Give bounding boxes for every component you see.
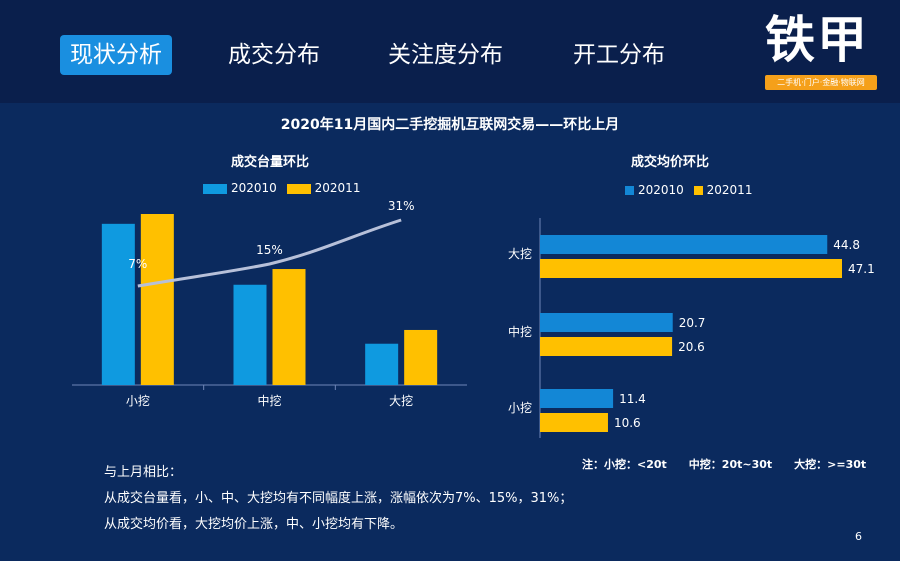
- legend-label-202010: 202010: [231, 181, 277, 195]
- hbar-value-label: 44.8: [833, 238, 860, 252]
- summary-text: 与上月相比： 从成交台量看，小、中、大挖均有不同幅度上涨，涨幅依次为7%、15%…: [104, 460, 572, 538]
- growth-line: [137, 218, 402, 288]
- legend-label-202011: 202011: [314, 181, 361, 195]
- tab-operation-distribution[interactable]: 开工分布: [573, 42, 665, 68]
- summary-line-3: 从成交均价看，大挖均价上涨，中、小挖均有下降。: [104, 517, 404, 532]
- y-tick-label: 小挖: [508, 400, 532, 415]
- top-navigation-bar: 现状分析 成交分布 关注度分布 开工分布 铁甲 二手机·门户·金融·物联网: [0, 0, 900, 103]
- growth-label: 31%: [388, 199, 415, 213]
- legend-swatch-202010: [203, 183, 227, 194]
- hbar-202010-1: [540, 313, 673, 332]
- x-tick-label: 小挖: [126, 393, 150, 408]
- y-tick-label: 中挖: [508, 324, 532, 339]
- right-chart-title: 成交均价环比: [630, 155, 709, 170]
- legend-label-202011-right: 202011: [706, 183, 753, 197]
- left-chart-title: 成交台量环比: [230, 155, 309, 170]
- hbar-value-label: 47.1: [848, 262, 875, 276]
- right-chart-legend: 202010 202011: [625, 183, 758, 197]
- logo-char-2: 甲: [817, 11, 869, 69]
- hbar-value-label: 10.6: [614, 416, 641, 430]
- legend-swatch-202011: [286, 183, 311, 194]
- legend-label-202010-right: 202010: [638, 183, 684, 197]
- note-large: 大挖：>=30t: [794, 458, 867, 471]
- hbar-202011-0: [540, 259, 842, 278]
- bar-202010-0: [101, 223, 135, 385]
- note-medium: 中挖：20t~30t: [688, 458, 773, 471]
- growth-label: 15%: [256, 243, 283, 257]
- hbar-202010-0: [540, 235, 828, 254]
- bar-202010-1: [233, 284, 267, 385]
- bar-202011-2: [404, 329, 438, 385]
- tab-attention-distribution[interactable]: 关注度分布: [388, 42, 503, 68]
- note-small: 注：小挖：<20t: [582, 458, 667, 471]
- x-tick-label: 中挖: [257, 393, 281, 408]
- tonnage-note: 注：小挖：<20t 中挖：20t~30t 大挖：>=30t: [582, 456, 888, 472]
- summary-line-1: 与上月相比：: [104, 465, 183, 480]
- bar-202010-2: [365, 343, 399, 385]
- left-chart-legend: 202010 202011: [203, 181, 366, 195]
- hbar-202010-2: [540, 389, 614, 408]
- page-number: 6: [855, 530, 862, 543]
- hbar-value-label: 20.6: [678, 340, 705, 354]
- legend-swatch-202011-right: [693, 186, 703, 195]
- page-title: 2020年11月国内二手挖掘机互联网交易——环比上月: [280, 117, 620, 133]
- legend-swatch-202010-right: [625, 186, 634, 195]
- tab-current-analysis[interactable]: 现状分析: [60, 35, 172, 75]
- y-tick-label: 大挖: [508, 246, 532, 261]
- hbar-value-label: 20.7: [679, 316, 706, 330]
- hbar-202011-1: [540, 337, 673, 356]
- x-tick-label: 大挖: [389, 393, 413, 408]
- growth-label: 7%: [128, 257, 147, 271]
- summary-line-2: 从成交台量看，小、中、大挖均有不同幅度上涨，涨幅依次为7%、15%，31%；: [104, 491, 573, 506]
- bar-202011-0: [140, 214, 174, 385]
- bar-202011-1: [272, 269, 306, 385]
- brand-logo: 铁甲 二手机·门户·金融·物联网: [765, 8, 877, 90]
- hbar-202011-2: [540, 413, 608, 432]
- tab-transaction-distribution[interactable]: 成交分布: [228, 42, 320, 68]
- logo-tagline: 二手机·门户·金融·物联网: [765, 75, 877, 90]
- hbar-value-label: 11.4: [619, 392, 646, 406]
- logo-char-1: 铁: [765, 11, 817, 69]
